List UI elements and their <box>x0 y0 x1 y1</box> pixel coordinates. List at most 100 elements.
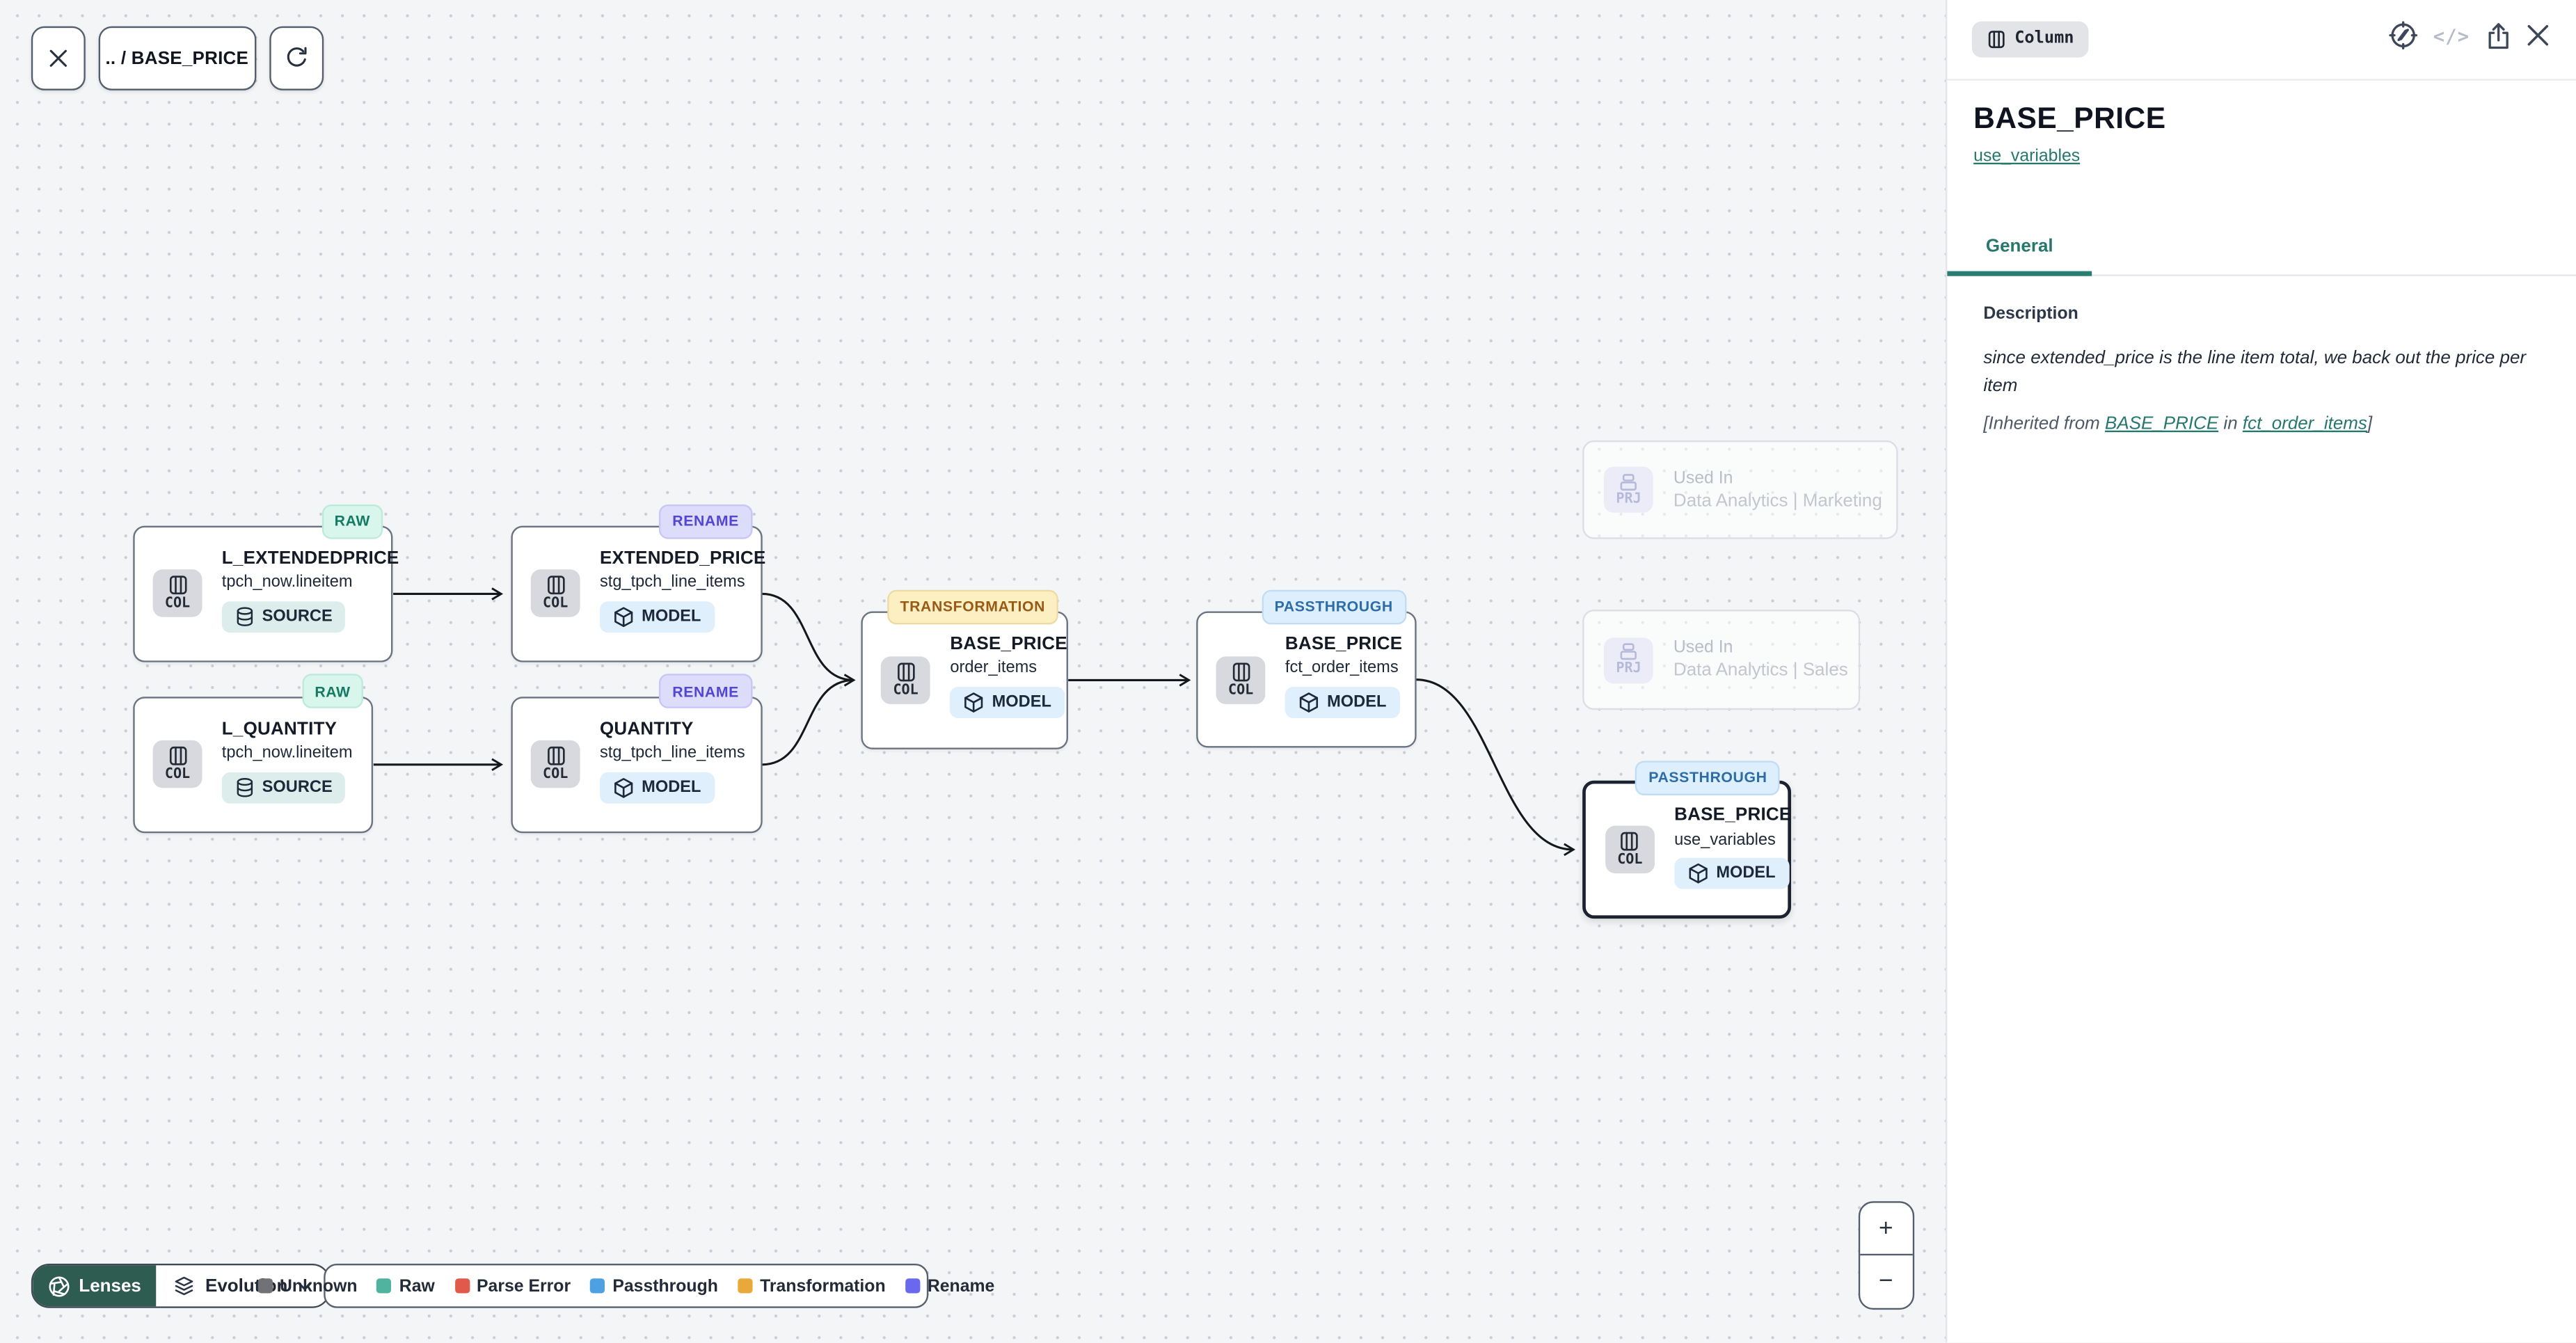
kind-label: MODEL <box>992 693 1051 712</box>
inherited-prefix: [Inherited from <box>1983 414 2106 434</box>
lineage-node-base-price-fct-order-items[interactable]: PASSTHROUGH COL BASE_PRICE fct_order_ite… <box>1195 589 1416 748</box>
column-chip-label: COL <box>1617 852 1643 869</box>
node-title: L_EXTENDEDPRICE <box>221 548 399 569</box>
lineage-canvas[interactable]: .. / BASE_PRICE PRJ Used In Data Analyti… <box>0 0 1946 1343</box>
column-chip: COL <box>152 740 202 788</box>
kind-badge: MODEL <box>1674 857 1789 889</box>
close-lineage-button[interactable] <box>31 26 86 90</box>
zoom-out-button[interactable]: − <box>1878 1267 1893 1296</box>
cube-icon <box>614 606 633 627</box>
entity-type-badge: Column <box>1971 20 2089 57</box>
tab-general[interactable]: General <box>1985 237 2053 257</box>
tabs-divider <box>1947 274 2576 276</box>
column-chip: COL <box>1605 825 1655 874</box>
project-icon <box>1620 643 1637 660</box>
lineage-node-quantity[interactable]: RENAME COL QUANTITY stg_tpch_line_items … <box>510 674 762 833</box>
columns-icon <box>1988 30 2005 47</box>
legend-item: Transformation <box>738 1276 886 1296</box>
legend-label: Raw <box>399 1276 435 1296</box>
lineage-node-base-price-use-variables[interactable]: PASSTHROUGH COL BASE_PRICE use_variables… <box>1583 760 1792 919</box>
lens-badge: PASSTHROUGH <box>1261 589 1406 624</box>
used-in-card[interactable]: PRJ Used In Data Analytics | Sales <box>1583 610 1861 710</box>
lineage-node-l-quantity[interactable]: RAW COL L_QUANTITY tpch_now.lineitem SOU… <box>132 674 374 833</box>
node-subtitle: tpch_now.lineitem <box>221 573 353 592</box>
database-icon <box>237 777 253 797</box>
explore-lineage-button[interactable] <box>2388 19 2419 51</box>
panel-title: BASE_PRICE <box>1973 102 2166 135</box>
model-link[interactable]: use_variables <box>1973 146 2081 166</box>
legend-label: Rename <box>927 1276 995 1296</box>
column-chip-label: COL <box>543 596 569 613</box>
kind-badge: MODEL <box>950 686 1065 718</box>
code-icon: </> <box>2433 24 2470 47</box>
columns-icon <box>168 576 186 595</box>
cube-icon <box>964 692 983 713</box>
node-title: QUANTITY <box>599 719 694 739</box>
node-title: L_QUANTITY <box>221 719 337 739</box>
lenses-button[interactable]: Lenses <box>33 1266 157 1308</box>
legend-swatch <box>738 1278 753 1294</box>
lens-selector[interactable]: Evolution <box>156 1266 329 1308</box>
close-icon <box>2527 25 2549 46</box>
inherited-suffix: ] <box>2367 414 2373 434</box>
columns-icon <box>897 662 914 681</box>
node-title: BASE_PRICE <box>1285 634 1403 654</box>
zoom-controls: + − <box>1858 1200 1914 1309</box>
lens-badge: RAW <box>321 503 383 539</box>
details-panel-header: Column </> <box>1947 0 2576 81</box>
inherited-model-link[interactable]: fct_order_items <box>2242 414 2367 434</box>
used-in-card[interactable]: PRJ Used In Data Analytics | Marketing <box>1583 440 1898 540</box>
share-icon <box>2488 22 2508 48</box>
share-button[interactable] <box>2483 21 2511 51</box>
node-title: BASE_PRICE <box>950 634 1067 654</box>
compass-icon <box>2389 21 2418 50</box>
kind-label: SOURCE <box>262 778 333 797</box>
lineage-node-l-extendedprice[interactable]: RAW COL L_EXTENDEDPRICE tpch_now.lineite… <box>132 503 399 662</box>
legend-swatch <box>257 1278 273 1294</box>
column-chip-label: COL <box>164 596 191 613</box>
kind-badge: SOURCE <box>221 771 346 803</box>
cube-icon <box>614 777 633 797</box>
close-panel-button[interactable] <box>2526 23 2550 47</box>
breadcrumb[interactable]: .. / BASE_PRICE <box>97 26 256 90</box>
refresh-button[interactable] <box>269 26 324 90</box>
view-code-button[interactable]: </> <box>2433 24 2470 47</box>
node-subtitle: stg_tpch_line_items <box>599 573 745 592</box>
legend-item: Passthrough <box>590 1276 718 1296</box>
node-title: BASE_PRICE <box>1674 805 1792 825</box>
description-heading: Description <box>1983 303 2078 324</box>
column-chip: COL <box>152 570 202 618</box>
close-icon <box>49 49 67 67</box>
project-chip: PRJ <box>1604 637 1653 683</box>
legend-item: Raw <box>376 1276 435 1296</box>
column-chip-label: COL <box>893 682 919 699</box>
entity-type-label: Column <box>2014 29 2074 48</box>
database-icon <box>237 606 253 626</box>
columns-icon <box>1232 662 1250 681</box>
column-chip-label: COL <box>164 766 191 784</box>
aperture-icon <box>49 1276 70 1297</box>
zoom-in-button[interactable]: + <box>1859 1202 1913 1256</box>
kind-label: MODEL <box>1716 864 1776 883</box>
legend-item: Unknown <box>257 1276 358 1296</box>
inherited-column-link[interactable]: BASE_PRICE <box>2105 414 2219 434</box>
lineage-node-base-price-order-items[interactable]: TRANSFORMATION COL BASE_PRICE order_item… <box>860 589 1069 749</box>
node-title: EXTENDED_PRICE <box>599 548 766 569</box>
legend-swatch <box>905 1278 921 1294</box>
cube-icon <box>1689 863 1708 884</box>
legend-swatch <box>590 1278 605 1294</box>
lineage-node-extended-price[interactable]: RENAME COL EXTENDED_PRICE stg_tpch_line_… <box>510 503 766 662</box>
kind-badge: MODEL <box>599 771 715 803</box>
used-in-name: Data Analytics | Marketing <box>1673 491 1882 511</box>
columns-icon <box>546 576 564 595</box>
kind-label: MODEL <box>642 778 701 797</box>
details-panel: Column </> <box>1946 0 2576 1343</box>
columns-icon <box>168 747 186 765</box>
project-chip: PRJ <box>1604 467 1653 514</box>
legend-label: Passthrough <box>612 1276 718 1296</box>
project-icon <box>1620 473 1637 491</box>
lens-badge: RENAME <box>659 674 752 709</box>
kind-badge: SOURCE <box>221 601 346 633</box>
layers-icon <box>175 1276 193 1295</box>
